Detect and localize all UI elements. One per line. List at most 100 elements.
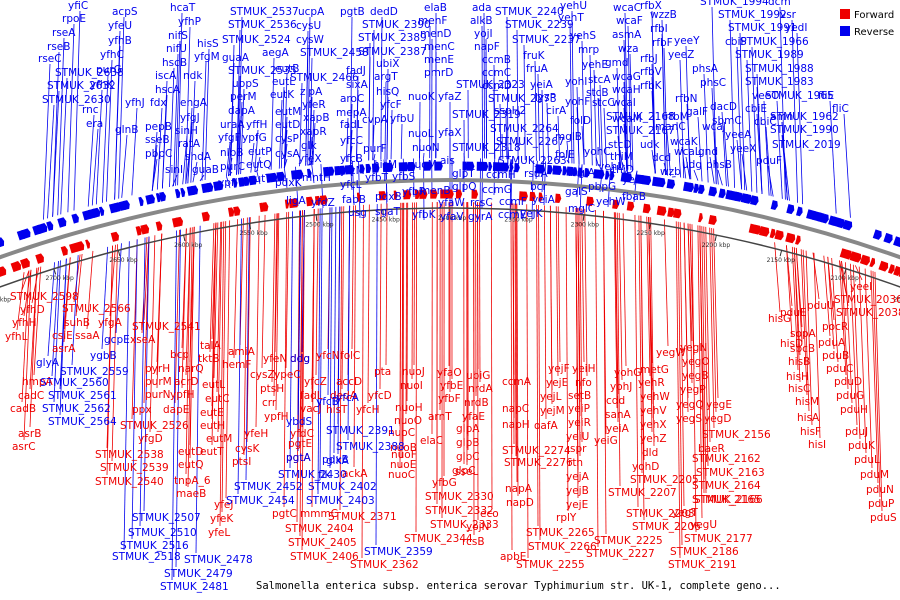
- forward-gene-label: pduD: [834, 376, 862, 388]
- forward-gene-arrow: [393, 190, 398, 200]
- backbone-arc: [0, 178, 900, 260]
- forward-gene-label: purN: [145, 389, 171, 401]
- forward-gene-label: ddg: [290, 353, 310, 365]
- forward-gene-label: glpA: [456, 423, 480, 435]
- gene-connector: [557, 115, 561, 163]
- gene-connector: [845, 262, 853, 404]
- reverse-gene-label: STMUK_2518: [112, 551, 181, 563]
- gene-connector: [185, 148, 191, 184]
- reverse-gene-label: yehE: [582, 59, 608, 71]
- reverse-gene-label: rfbK: [640, 80, 663, 92]
- forward-gene-label: STMUK_2166: [694, 494, 763, 506]
- forward-gene-arrow: [74, 241, 85, 252]
- forward-gene-arrow: [85, 239, 91, 249]
- forward-gene-arrow: [854, 252, 862, 263]
- reverse-gene-label: ubiX: [376, 58, 399, 70]
- forward-gene-arrow: [262, 202, 269, 212]
- gene-connector: [87, 114, 95, 207]
- gene-connector: [33, 266, 42, 376]
- gene-connector: [256, 156, 261, 172]
- gene-connector: [211, 222, 217, 446]
- forward-gene-label: STMUK_2177: [684, 533, 753, 545]
- reverse-gene-arrow: [577, 167, 583, 177]
- tick-mark: [582, 214, 585, 221]
- reverse-gene-label: STMUK_2632: [47, 80, 116, 92]
- gene-connector: [16, 272, 25, 331]
- gene-connector: [131, 107, 138, 196]
- reverse-gene-arrow: [750, 195, 759, 206]
- tick-label: 2500 kbp: [305, 222, 333, 229]
- reverse-gene-label: yfeX: [298, 153, 322, 165]
- gene-connector: [839, 260, 847, 294]
- reverse-gene-label: sixA: [346, 79, 369, 91]
- forward-gene-label: sanA: [605, 409, 632, 421]
- reverse-gene-arrow: [238, 177, 246, 187]
- reverse-gene-label: sbmC: [712, 115, 742, 127]
- reverse-gene-arrow: [145, 194, 155, 205]
- gene-connector: [375, 203, 378, 546]
- forward-gene-label: STMUK_2266: [528, 541, 597, 553]
- reverse-gene-label: yfgF: [218, 132, 241, 144]
- reverse-gene-label: wzb: [660, 166, 681, 178]
- reverse-gene-label: pbpC: [145, 148, 172, 160]
- gene-connector: [703, 226, 709, 467]
- gene-connector: [581, 40, 585, 165]
- gene-connector: [505, 115, 508, 160]
- reverse-gene-label: folE: [555, 149, 575, 161]
- gene-connector: [624, 12, 629, 170]
- gene-connector: [565, 207, 569, 512]
- gene-connector: [301, 210, 305, 551]
- gene-connector: [385, 203, 388, 366]
- forward-gene-arrow: [523, 191, 528, 201]
- reverse-gene-label: rfbM: [665, 111, 689, 123]
- forward-gene-label: yfcZ: [304, 376, 327, 388]
- forward-gene-arrow: [227, 207, 235, 217]
- forward-gene-label: glpC: [452, 465, 476, 477]
- forward-gene-label: hisH: [786, 371, 809, 383]
- reverse-gene-arrow: [697, 184, 705, 195]
- reverse-gene-label: pdxK: [275, 177, 303, 189]
- gene-connector: [651, 90, 656, 174]
- forward-gene-label: yegS: [676, 413, 702, 425]
- gene-connector: [350, 145, 353, 162]
- gene-connector: [599, 84, 603, 167]
- gene-connector: [59, 258, 67, 416]
- forward-gene-arrow: [774, 229, 784, 241]
- forward-gene-label: yfhL: [5, 331, 28, 343]
- forward-gene-arrow: [785, 232, 796, 244]
- gene-connector: [786, 245, 793, 338]
- gene-connector: [534, 60, 537, 161]
- reverse-gene-label: yfhK: [90, 79, 115, 91]
- gene-connector: [309, 136, 313, 166]
- forward-gene-label: yfeK: [210, 513, 234, 525]
- gene-connector: [796, 32, 804, 205]
- gene-connector: [347, 205, 351, 392]
- reverse-gene-label: yfaZ: [438, 91, 462, 103]
- map-caption: Salmonella enterica subsp. enterica sero…: [256, 580, 781, 592]
- reverse-gene-label: STMUK_2561: [48, 390, 117, 402]
- reverse-gene-arrow: [180, 187, 186, 198]
- forward-gene-label: yehR: [638, 377, 665, 389]
- gene-connector: [356, 89, 359, 162]
- gene-connector: [741, 153, 748, 191]
- forward-gene-label: pgtC: [272, 508, 297, 520]
- gene-connector: [581, 208, 585, 363]
- forward-gene-label: yehV: [640, 405, 667, 417]
- forward-gene-arrow: [233, 206, 241, 217]
- reverse-gene-label: rpoE: [62, 13, 86, 25]
- forward-gene-arrow: [859, 254, 870, 266]
- forward-gene-label: yeiH: [572, 363, 596, 375]
- reverse-gene-label: eutP: [248, 146, 272, 158]
- reverse-gene-arrow: [842, 219, 853, 231]
- gene-connector: [53, 260, 61, 403]
- forward-gene-label: yejF: [548, 363, 570, 375]
- gene-connector: [43, 63, 51, 220]
- gene-connector: [67, 23, 75, 213]
- forward-gene-label: nuoC: [388, 427, 415, 439]
- reverse-gene-label: cvpA: [362, 114, 389, 126]
- reverse-gene-arrow: [159, 191, 166, 202]
- gene-connector: [691, 224, 697, 533]
- forward-gene-label: elaC: [420, 435, 443, 447]
- gene-connector: [415, 202, 417, 533]
- forward-gene-label: nuoF: [391, 449, 417, 461]
